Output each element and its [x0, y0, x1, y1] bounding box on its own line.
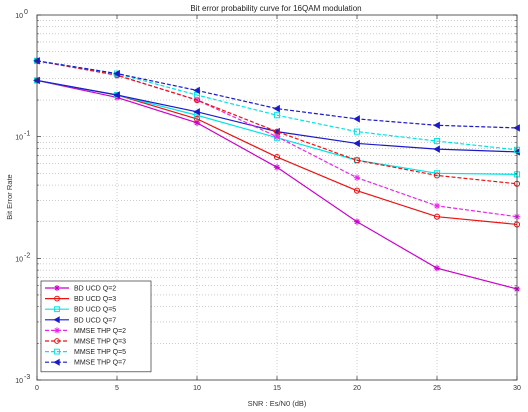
marker-circle	[353, 187, 361, 194]
legend-item: MMSE THP Q=5	[45, 348, 126, 356]
marker-star-stroke	[54, 327, 60, 333]
marker-triangle	[353, 139, 360, 148]
marker-triangle	[273, 104, 280, 113]
legend-item: BD UCD Q=5	[45, 306, 116, 314]
x-tick-label: 25	[433, 385, 441, 392]
marker-circle	[433, 213, 441, 220]
x-axis-label: SNR : Es/N0 (dB)	[248, 399, 307, 408]
x-tick-label: 5	[115, 385, 119, 392]
marker-circle	[193, 115, 201, 122]
marker-circle	[353, 157, 361, 164]
legend-label: BD UCD Q=5	[74, 307, 116, 314]
legend-label: MMSE THP Q=3	[74, 339, 126, 346]
grid-lines	[37, 15, 517, 380]
marker-star-stroke	[274, 164, 280, 170]
y-tick-label: 10	[15, 378, 23, 385]
marker-triangle	[193, 108, 200, 116]
y-tick-label: 10	[15, 13, 23, 20]
marker-circle	[54, 338, 60, 344]
y-tick-exponent: -3	[24, 374, 30, 381]
marker-circle	[273, 128, 281, 135]
marker-triangle	[433, 121, 440, 130]
marker-triangle	[53, 358, 60, 366]
marker-square	[273, 112, 281, 119]
marker-triangle	[113, 69, 120, 78]
x-tick-label: 30	[513, 385, 521, 392]
legend-box	[40, 280, 152, 373]
marker-star	[353, 174, 361, 181]
marker-star	[353, 218, 361, 225]
marker-star	[273, 164, 281, 171]
marker-circle	[433, 172, 441, 179]
legend-label: BD UCD Q=7	[74, 317, 116, 324]
marker-star-stroke	[354, 219, 360, 225]
legend-item: BD UCD Q=3	[45, 295, 116, 303]
legend-label: MMSE THP Q=2	[74, 328, 126, 335]
marker-star	[54, 327, 60, 334]
marker-square	[433, 138, 441, 145]
marker-star-stroke	[54, 285, 60, 291]
y-tick-exponent: 0	[24, 9, 28, 16]
legend-label: MMSE THP Q=5	[74, 349, 126, 356]
marker-square	[353, 128, 361, 135]
legend-item: BD UCD Q=7	[45, 316, 116, 324]
legend-item: BD UCD Q=2	[45, 285, 116, 293]
legend-item: MMSE THP Q=7	[45, 358, 126, 367]
marker-star-stroke	[274, 134, 280, 140]
marker-triangle	[353, 115, 360, 123]
marker-star	[54, 285, 60, 291]
legend-item: MMSE THP Q=3	[45, 338, 126, 346]
x-tick-label: 10	[193, 385, 201, 392]
marker-star-stroke	[434, 265, 440, 271]
y-axis-label: Bit Error Rate	[5, 174, 14, 219]
marker-star	[273, 133, 281, 140]
marker-square	[54, 348, 60, 355]
marker-square	[54, 306, 60, 313]
marker-triangle	[433, 145, 440, 153]
x-tick-label: 0	[35, 385, 39, 392]
legend-label: BD UCD Q=2	[74, 286, 116, 293]
marker-star	[433, 202, 441, 210]
marker-star-stroke	[354, 175, 360, 181]
legend-label: MMSE THP Q=7	[74, 360, 126, 367]
marker-circle	[273, 153, 281, 161]
legend: BD UCD Q=2 BD UCD Q=3 BD UCD Q=5 BD UCD Q=7…	[40, 280, 152, 373]
marker-triangle	[113, 91, 120, 99]
legend-label: BD UCD Q=3	[74, 296, 116, 303]
marker-star-stroke	[434, 203, 440, 209]
marker-triangle	[193, 86, 200, 95]
y-tick-label: 10	[15, 256, 23, 263]
legend-item: MMSE THP Q=2	[45, 327, 126, 335]
marker-triangle	[53, 316, 60, 324]
y-tick-exponent: -2	[24, 252, 30, 259]
y-tick-label: 10	[15, 135, 23, 142]
y-tick-exponent: -1	[24, 131, 30, 138]
x-tick-label: 20	[353, 385, 361, 392]
marker-circle	[54, 295, 60, 302]
marker-star	[433, 264, 441, 272]
x-axis: 0 5 10 15 20 25 30	[35, 15, 521, 392]
chart-title: Bit error probability curve for 16QAM mo…	[190, 4, 361, 13]
x-tick-label: 15	[273, 385, 281, 392]
